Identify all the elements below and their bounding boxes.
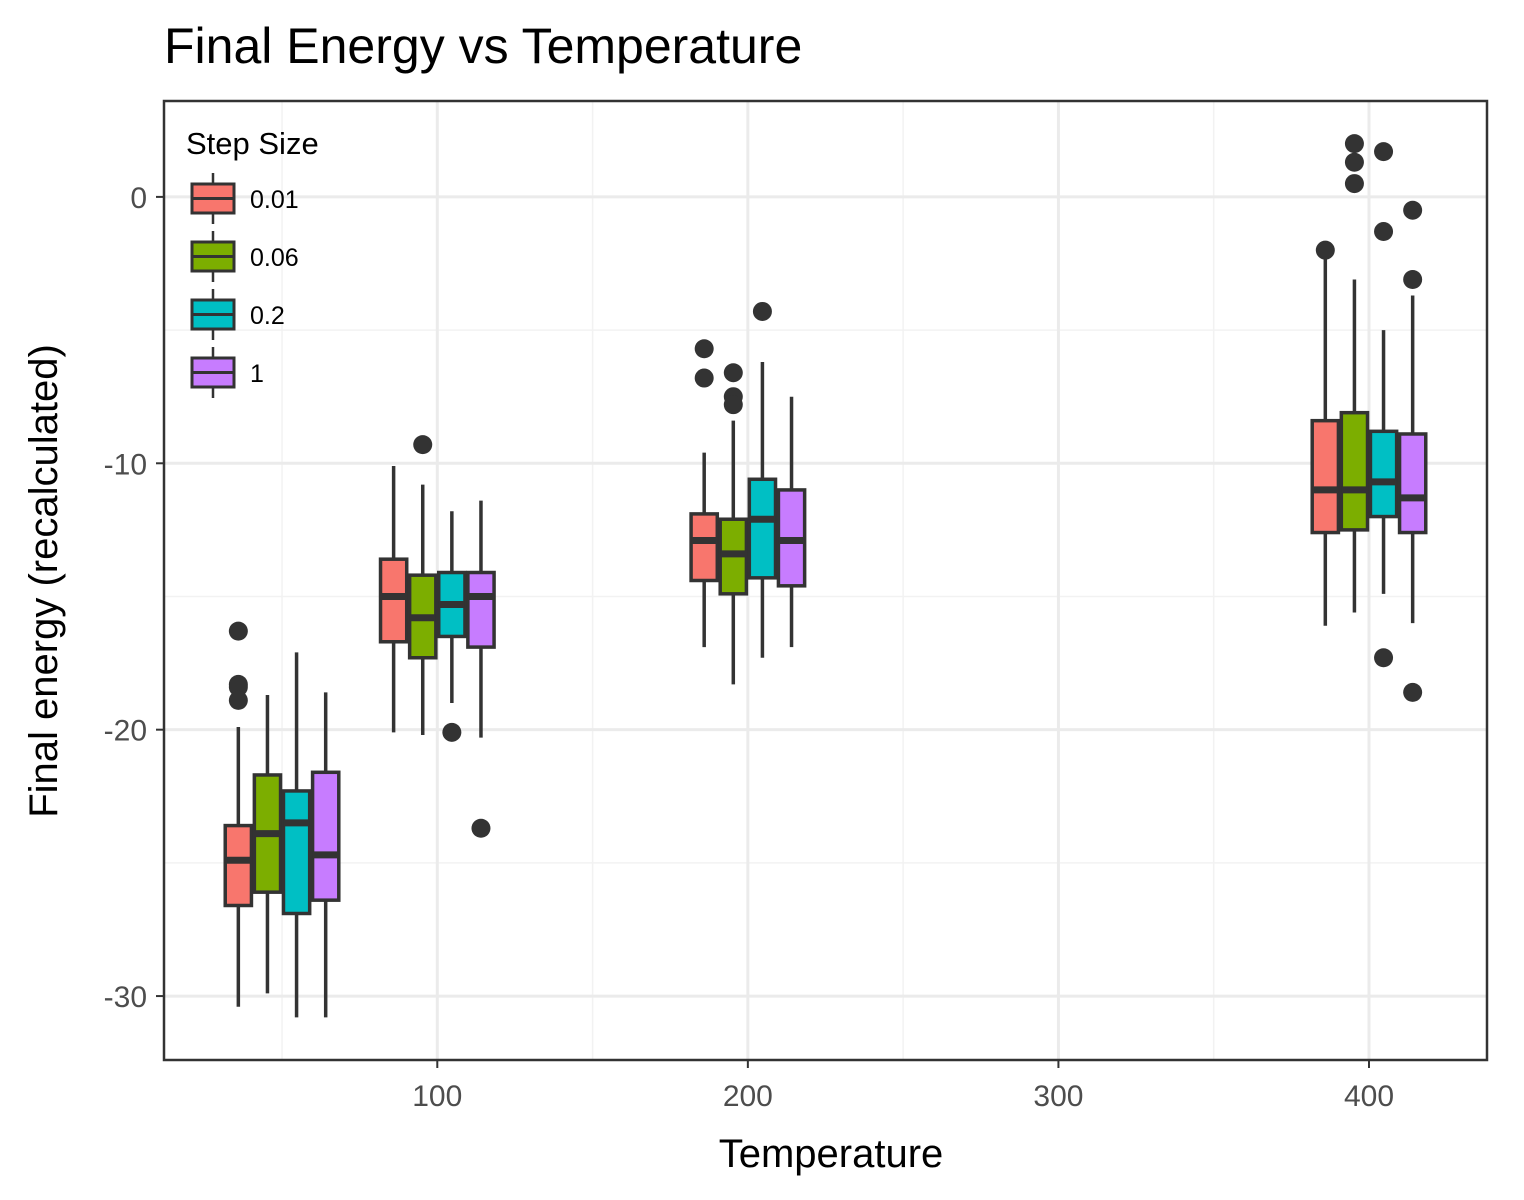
x-tick-label: 100 [412,1080,462,1113]
box-0.06 [252,695,283,994]
box-iqr [223,823,254,908]
box-iqr [1310,418,1341,535]
outlier-point [1403,269,1423,289]
outlier-point [228,621,248,641]
y-axis: 0 -10 -20 -30 [104,182,164,1014]
legend-label: 1 [250,360,264,388]
plot-border [162,99,1489,1062]
box-group-100 [378,435,496,838]
outlier-point [1374,142,1394,162]
box-0.2 [1368,142,1399,668]
box-0.06 [1339,134,1370,613]
box-iqr [310,770,341,902]
outlier-point [723,395,743,415]
outlier-point [1403,200,1423,220]
box-0.2 [747,301,778,658]
outlier-point [471,818,491,838]
legend-item-0.01: 0.01 [190,173,299,224]
legend-title: Step Size [186,126,319,161]
box-iqr [1368,429,1399,519]
box-iqr [466,570,496,649]
x-axis: 100 200 300 400 [412,1060,1394,1113]
legend-label: 0.01 [250,186,299,214]
box-iqr [689,512,720,583]
outlier-point [1374,648,1394,668]
legend-item-0.06: 0.06 [190,231,299,282]
box-0.01 [378,465,409,733]
outlier-point [228,690,248,710]
box-0.2 [437,511,467,742]
outlier-point [1344,134,1364,154]
chart-title: Final Energy vs Temperature [164,18,802,74]
box-0.01 [223,621,254,1007]
legend-label: 0.06 [250,244,299,272]
outlier-point [752,301,772,321]
box-1 [466,500,496,838]
box-0.2 [281,652,312,1018]
outlier-point [723,363,743,383]
y-axis-title: Final energy (recalculated) [22,344,66,818]
x-axis-title: Temperature [719,1132,944,1176]
y-tick-label: -20 [104,715,147,748]
box-0.06 [718,363,749,685]
outlier-point [1344,174,1364,194]
legend-item-1: 1 [190,347,264,398]
y-tick-label: -30 [104,981,147,1014]
legend-item-0.2: 0.2 [190,289,285,340]
box-1 [1397,200,1428,702]
y-tick-label: 0 [130,182,147,215]
box-group-50 [223,621,341,1018]
box-0.01 [1310,240,1341,626]
box-0.01 [689,339,720,648]
plot-panel [164,101,1487,1060]
outlier-point [228,677,248,697]
box-group-200 [689,301,807,685]
y-tick-label: -10 [104,448,147,481]
outlier-point [1374,222,1394,242]
box-iqr [747,477,778,580]
outlier-point [1403,682,1423,702]
box-iqr [1397,432,1428,535]
legend-label: 0.2 [250,302,285,330]
outlier-point [694,368,714,388]
outlier-point [1344,152,1364,172]
outlier-point [694,339,714,359]
outlier-point [413,435,433,455]
box-1 [310,692,341,1018]
outlier-point [1315,240,1335,260]
x-tick-label: 200 [723,1080,773,1113]
outlier-point [442,722,462,742]
box-1 [776,396,807,648]
box-iqr [378,557,409,644]
box-group-400 [1310,134,1428,702]
x-tick-label: 400 [1344,1080,1394,1113]
box-plots [223,134,1428,1018]
box-0.06 [407,435,438,736]
legend: Step Size 0.01 0.06 0.2 1 [186,126,319,398]
box-iqr [1339,410,1370,532]
x-tick-label: 300 [1033,1080,1083,1113]
box-iqr [281,789,312,916]
